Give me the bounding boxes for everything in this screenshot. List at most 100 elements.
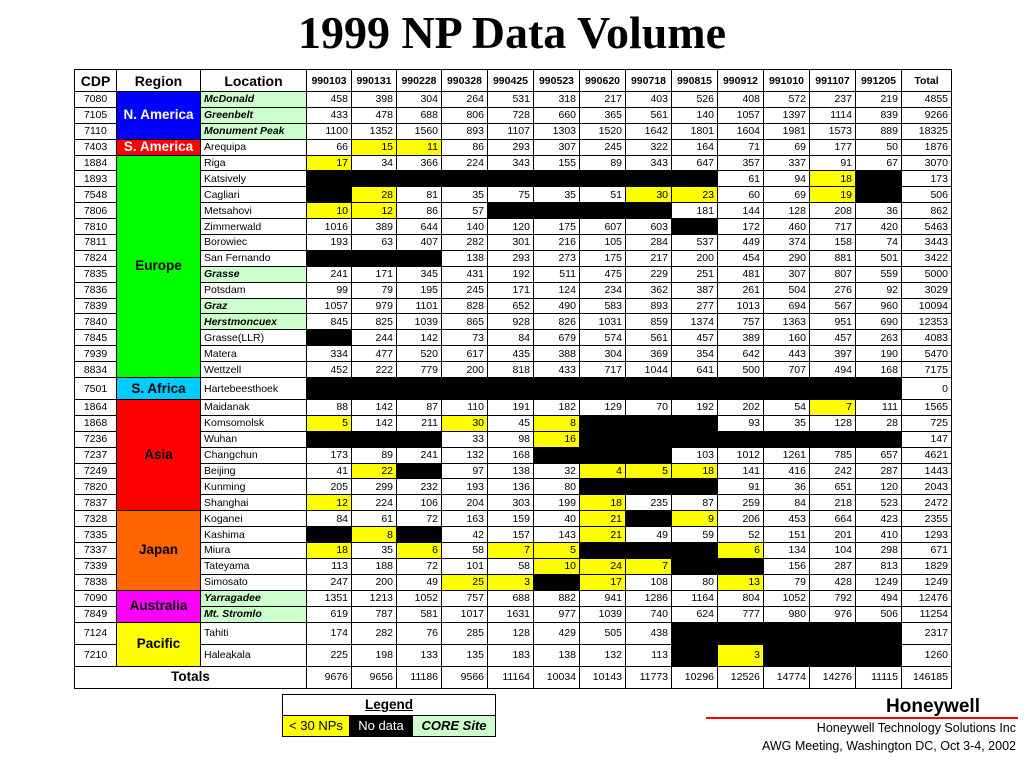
value-cell: 282 [351,621,397,645]
value-cell: 343 [487,154,534,172]
value-cell: 192 [487,265,534,283]
row-total-cell: 2472 [901,494,952,512]
no-data-cell [809,430,856,448]
value-cell: 1604 [717,122,764,140]
column-header-period: 991107 [809,69,856,92]
value-cell: 657 [855,446,902,464]
cdp-cell: 7236 [74,430,117,448]
value-cell: 6 [396,542,442,559]
value-cell: 757 [441,589,488,607]
value-cell: 103 [671,446,718,464]
value-cell: 128 [487,621,534,645]
no-data-cell [306,249,352,267]
value-cell: 13 [717,573,764,591]
value-cell: 397 [809,345,856,363]
value-cell: 1631 [487,605,534,623]
value-cell: 142 [396,329,442,347]
cdp-cell: 7838 [74,573,117,591]
no-data-cell [717,377,764,401]
value-cell: 449 [717,234,764,251]
value-cell: 1363 [763,313,810,331]
legend-core-swatch: CORE Site [413,716,495,736]
location-cell: Hartebeesthoek [200,377,307,401]
region-cell: N. America [116,91,201,140]
value-cell: 15 [351,138,397,156]
no-data-cell [396,377,442,401]
value-cell: 303 [487,494,534,512]
value-cell: 641 [671,361,718,379]
value-cell: 285 [441,621,488,645]
location-cell: Kunming [200,478,307,496]
value-cell: 21 [579,526,626,544]
value-cell: 410 [855,526,902,544]
no-data-cell [396,462,442,480]
period-total: 10296 [671,665,718,689]
no-data-cell [579,170,626,188]
value-cell: 1642 [625,122,672,140]
value-cell: 398 [351,91,397,108]
location-cell: Simosato [200,573,307,591]
value-cell: 124 [533,281,580,299]
value-cell: 229 [625,265,672,283]
no-data-cell [625,510,672,528]
column-header-period: 990523 [533,69,580,92]
value-cell: 366 [396,154,442,172]
column-header-cdp: CDP [74,69,117,92]
value-cell: 506 [855,605,902,623]
value-cell: 282 [441,234,488,251]
column-header-period: 991010 [763,69,810,92]
value-cell: 777 [717,605,764,623]
value-cell: 198 [351,643,397,667]
value-cell: 140 [441,218,488,236]
no-data-cell [351,430,397,448]
value-cell: 58 [487,557,534,575]
value-cell: 433 [533,361,580,379]
value-cell: 87 [671,494,718,512]
value-cell: 1016 [306,218,352,236]
no-data-cell [855,430,902,448]
region-cell: Australia [116,589,201,623]
cdp-cell: 1884 [74,154,117,172]
cdp-cell: 7810 [74,218,117,236]
location-cell: Potsdam [200,281,307,299]
value-cell: 18 [579,494,626,512]
value-cell: 475 [579,265,626,283]
value-cell: 242 [809,462,856,480]
value-cell: 457 [809,329,856,347]
no-data-cell [625,414,672,432]
no-data-cell [351,170,397,188]
cdp-cell: 7548 [74,186,117,204]
value-cell: 453 [763,510,810,528]
value-cell: 192 [671,399,718,416]
value-cell: 928 [487,313,534,331]
value-cell: 9 [671,510,718,528]
row-total-cell: 12476 [901,589,952,607]
value-cell: 679 [533,329,580,347]
value-cell: 84 [306,510,352,528]
value-cell: 17 [306,154,352,172]
value-cell: 1114 [809,106,856,124]
value-cell: 49 [625,526,672,544]
value-cell: 757 [717,313,764,331]
value-cell: 647 [671,154,718,172]
no-data-cell [579,430,626,448]
location-cell: Miura [200,542,307,559]
value-cell: 18 [809,170,856,188]
value-cell: 407 [396,234,442,251]
value-cell: 163 [441,510,488,528]
location-cell: Shanghai [200,494,307,512]
table-row: 7820 Kunming 205 299 232 193 136 80 91 36 651 120 20… [74,478,952,496]
value-cell: 8 [351,526,397,544]
period-total: 9676 [306,665,352,689]
value-cell: 160 [763,329,810,347]
value-cell: 8 [533,414,580,432]
no-data-cell [533,573,580,591]
period-total: 10034 [533,665,580,689]
value-cell: 787 [351,605,397,623]
no-data-cell [671,170,718,188]
cdp-cell: 7835 [74,265,117,283]
table-row: 1893 Katsively 61 94 18 173 [74,170,952,188]
value-cell: 199 [533,494,580,512]
value-cell: 273 [533,249,580,267]
value-cell: 69 [763,138,810,156]
